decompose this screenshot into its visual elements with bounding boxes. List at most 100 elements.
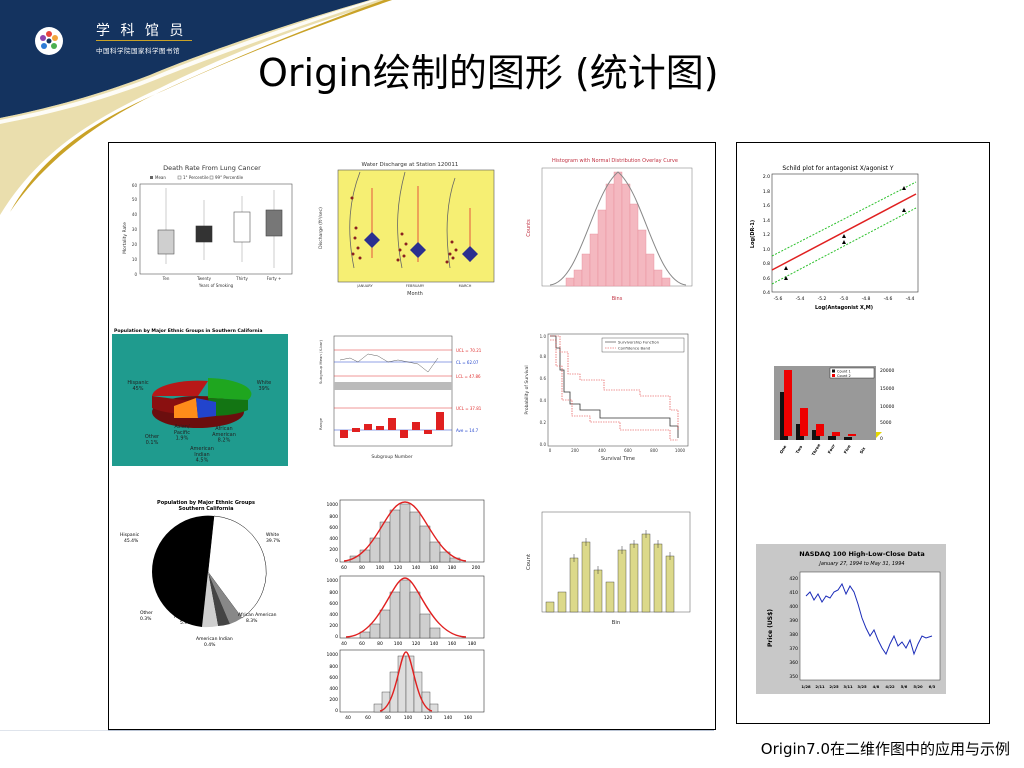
- svg-text:-4.8: -4.8: [862, 296, 871, 302]
- box-xlabel: Years of Smoking: [198, 283, 234, 288]
- nasdaq-subtitle: January 27, 1994 to May 31, 1994: [818, 561, 904, 567]
- pie3d-label-white: White 39%: [257, 380, 272, 392]
- svg-text:1.6: 1.6: [763, 203, 770, 209]
- nasdaq-ylabel: Price (US$): [767, 609, 774, 647]
- svg-text:Other: Other: [140, 610, 153, 616]
- slide-title: Origin绘制的图形 (统计图): [258, 51, 719, 95]
- survival-xlabel: Survival Time: [601, 456, 635, 462]
- box-ylabel: Mortality Rate: [122, 222, 128, 254]
- svg-text:50: 50: [132, 197, 138, 202]
- normal-hist-xlabel: Bins: [612, 296, 623, 302]
- svg-text:100: 100: [394, 641, 403, 647]
- pie3d-label-hispanic: Hispanic 45%: [127, 380, 149, 392]
- normal-hist-ylabel: Counts: [526, 219, 532, 237]
- svg-text:140: 140: [412, 565, 421, 571]
- svg-text:4/8: 4/8: [873, 684, 880, 689]
- svg-text:-5.2: -5.2: [818, 296, 827, 302]
- schild-plot-chart: Schild plot for antagonist X/agonist Y 0…: [746, 162, 926, 314]
- svg-text:Confidence Band: Confidence Band: [618, 346, 651, 351]
- svg-text:0.8: 0.8: [540, 354, 547, 359]
- svg-text:Six: Six: [859, 446, 867, 455]
- pie3d-label-indian: American Indian 4.5%: [190, 446, 214, 464]
- svg-text:10: 10: [132, 257, 138, 262]
- svg-text:5/20: 5/20: [913, 684, 923, 689]
- svg-text:One: One: [779, 444, 788, 455]
- svg-text:60: 60: [359, 641, 365, 647]
- svg-text:80: 80: [359, 565, 365, 571]
- svg-text:400: 400: [598, 448, 606, 453]
- logo-emblem: [34, 26, 64, 56]
- svg-text:0.0: 0.0: [540, 442, 547, 447]
- svg-text:1000: 1000: [327, 652, 339, 658]
- svg-text:40: 40: [345, 715, 351, 721]
- svg-text:JANUARY: JANUARY: [356, 284, 373, 288]
- control-chart: UCL = 70.21 CL = 62.07 LCL = 47.86 UCL =…: [312, 332, 492, 462]
- svg-text:1.0: 1.0: [540, 334, 547, 339]
- box-legend-1: Mean: [155, 175, 166, 180]
- svg-text:African American: African American: [238, 612, 277, 618]
- svg-text:0.2: 0.2: [540, 420, 547, 425]
- svg-text:120: 120: [412, 641, 421, 647]
- svg-text:10000: 10000: [880, 404, 894, 410]
- svg-text:0.6: 0.6: [763, 276, 770, 282]
- svg-text:CL = 62.07: CL = 62.07: [456, 360, 479, 365]
- logo-underline: [96, 40, 192, 41]
- piebw-title-line1: Population by Major Ethnic Groups: [157, 500, 255, 506]
- svg-text:800: 800: [329, 664, 338, 670]
- svg-text:2.0: 2.0: [763, 174, 770, 180]
- svg-text:800: 800: [650, 448, 658, 453]
- box-cat-2: Twenty: [196, 276, 212, 281]
- svg-text:White: White: [266, 532, 279, 538]
- svg-text:60: 60: [341, 565, 347, 571]
- svg-text:0: 0: [880, 436, 883, 442]
- svg-text:5/6: 5/6: [901, 684, 908, 689]
- svg-text:350: 350: [789, 674, 798, 680]
- svg-text:Three: Three: [811, 443, 822, 457]
- svg-text:0.3%: 0.3%: [140, 616, 152, 622]
- svg-text:0: 0: [134, 272, 137, 277]
- svg-text:380: 380: [789, 632, 798, 638]
- svg-text:100: 100: [404, 715, 413, 721]
- svg-text:Asian/Pacific: Asian/Pacific: [174, 614, 203, 620]
- svg-text:-4.6: -4.6: [884, 296, 893, 302]
- svg-text:160: 160: [448, 641, 457, 647]
- normal-histogram-chart: Histogram with Normal Distribution Overl…: [520, 154, 700, 304]
- svg-text:39.7%: 39.7%: [266, 538, 281, 544]
- svg-text:0.6: 0.6: [540, 376, 547, 381]
- svg-text:200: 200: [472, 565, 481, 571]
- svg-text:6/3: 6/3: [929, 684, 936, 689]
- svg-text:LCL = 47.86: LCL = 47.86: [456, 374, 481, 379]
- svg-text:20000: 20000: [880, 368, 894, 374]
- svg-text:180: 180: [468, 641, 477, 647]
- svg-text:0: 0: [335, 558, 338, 564]
- svg-text:1000: 1000: [327, 502, 339, 508]
- svg-text:400: 400: [329, 536, 338, 542]
- svg-text:160: 160: [464, 715, 473, 721]
- svg-text:120: 120: [394, 565, 403, 571]
- pie3d-label-asian: Asian/Pacific 1.9%: [174, 424, 190, 442]
- schild-title: Schild plot for antagonist X/agonist Y: [782, 165, 894, 172]
- svg-text:FEBRUARY: FEBRUARY: [406, 284, 425, 288]
- svg-text:400: 400: [789, 604, 798, 610]
- svg-text:180: 180: [448, 565, 457, 571]
- svg-text:0.8: 0.8: [763, 261, 770, 267]
- box-cat-3: Thirty: [235, 276, 248, 281]
- svg-text:200: 200: [571, 448, 579, 453]
- svg-text:15000: 15000: [880, 386, 894, 392]
- svg-text:80: 80: [385, 715, 391, 721]
- svg-text:3/11: 3/11: [843, 684, 853, 689]
- footer-caption: Origin7.0在二维作图中的应用与示例: [760, 740, 1010, 758]
- svg-text:600: 600: [329, 601, 338, 607]
- stacked-histograms-chart: 60 80 100 120 140 160 180 200 40 60 80 100 120 140…: [316, 496, 496, 722]
- footer-rule: [108, 730, 714, 731]
- svg-text:800: 800: [329, 590, 338, 596]
- water-ylabel: Discharge (ft³/sec): [318, 207, 324, 249]
- svg-text:MARCH: MARCH: [459, 284, 472, 288]
- svg-text:420: 420: [789, 576, 798, 582]
- svg-text:-5.6: -5.6: [774, 296, 783, 302]
- svg-text:60: 60: [132, 183, 138, 188]
- svg-text:UCL = 37.81: UCL = 37.81: [456, 406, 482, 411]
- svg-text:410: 410: [789, 590, 798, 596]
- svg-text:120: 120: [424, 715, 433, 721]
- logo-title: 学 科 馆 员: [96, 23, 187, 39]
